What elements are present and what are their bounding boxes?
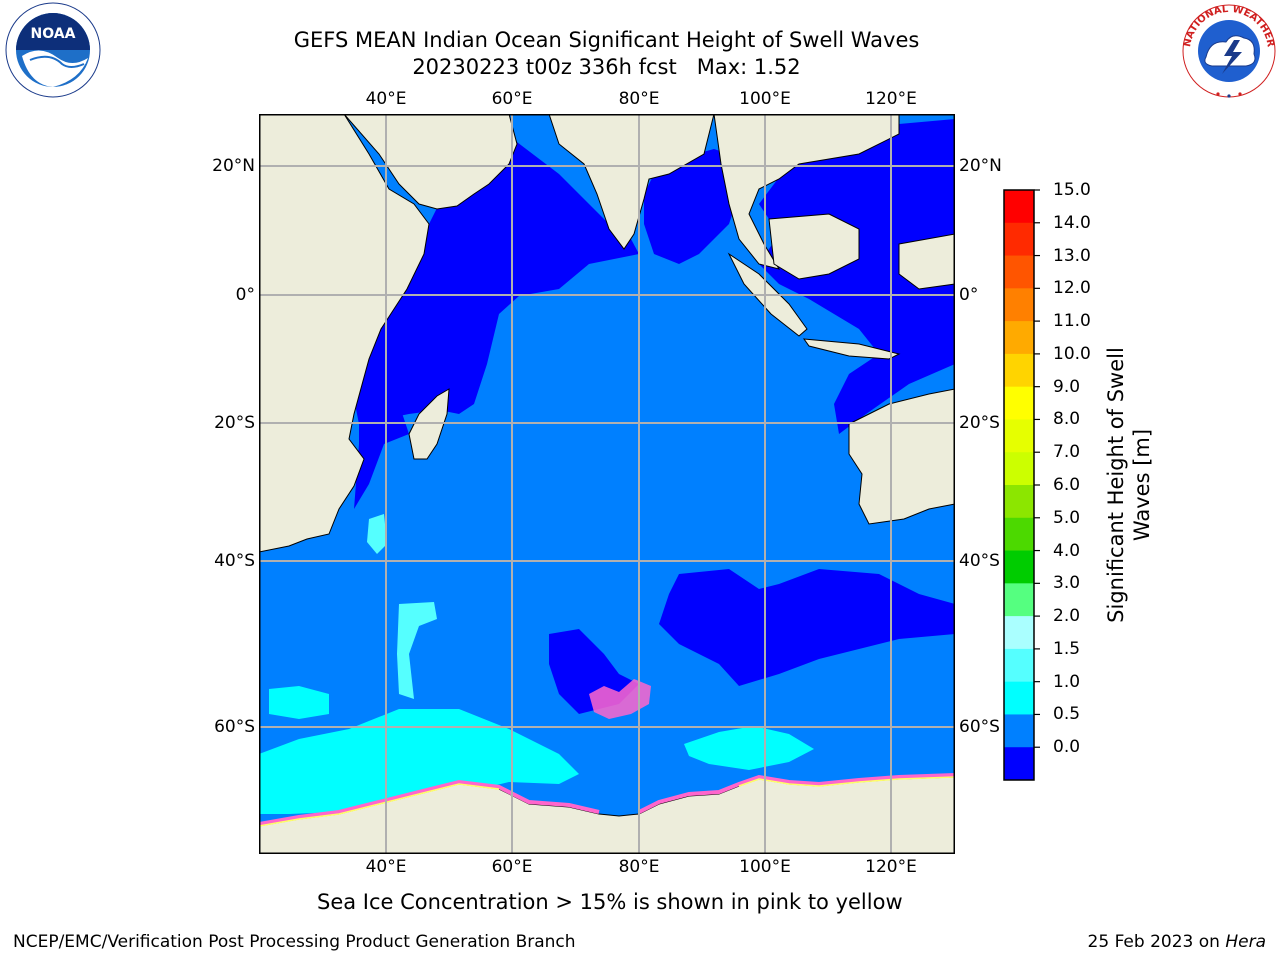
footer-date-text: 25 Feb 2023 on [1087, 932, 1226, 952]
map-title: GEFS MEAN Indian Ocean Significant Heigh… [293, 28, 920, 52]
colorbar-swatch [1004, 681, 1034, 715]
colorbar-swatch [1004, 714, 1034, 748]
colorbar-swatch [1004, 583, 1034, 617]
colorbar-label: 1.0 [1053, 671, 1081, 692]
colorbar-label: 0.5 [1053, 704, 1081, 725]
colorbar-swatch [1004, 485, 1034, 519]
swell-1m-band [259, 709, 579, 814]
colorbar-label: 1.5 [1053, 638, 1081, 659]
sea-ice-edge [259, 779, 600, 826]
low-swell-south-1 [659, 569, 955, 686]
colorbar-title-line2: Waves [m] [1130, 428, 1154, 542]
colorbar-swatch [1004, 747, 1034, 781]
lon-tick-top: 100°E [739, 89, 791, 109]
lat-tick-right: 20°S [959, 413, 1000, 433]
lon-tick-bottom: 120°E [865, 857, 917, 877]
land-new-guinea [898, 233, 955, 290]
map-subtitle: 20230223 t00z 336h fcst Max: 1.52 [412, 55, 801, 79]
sea-ice-edge-yellow [259, 783, 500, 827]
colorbar-label: 5.0 [1053, 507, 1081, 528]
colorbar-label: 4.0 [1053, 540, 1081, 561]
low-swell-arabian-sea [354, 132, 639, 424]
land-arabia [343, 114, 518, 210]
colorbar-swatch [1004, 386, 1034, 420]
noaa-logo-text: NOAA [31, 26, 76, 42]
land-java [802, 338, 901, 360]
low-swell-bay-of-bengal [644, 149, 739, 264]
colorbar-swatch [1004, 255, 1034, 289]
colorbar-swatch [1004, 616, 1034, 650]
sea-ice-edge-east-yellow [738, 776, 955, 787]
colorbar-label: 15.0 [1053, 180, 1091, 200]
lat-tick-left: 20°S [214, 413, 255, 433]
swell-1m-patch-west [269, 686, 329, 719]
colorbar-swatch [1004, 419, 1034, 453]
land-india [548, 114, 715, 250]
lat-tick-right: 20°N [959, 156, 1002, 176]
colorbar-label: 11.0 [1053, 311, 1091, 332]
colorbar-label: 10.0 [1053, 343, 1091, 364]
lon-tick-top: 80°E [618, 89, 660, 109]
colorbar-label: 8.0 [1053, 409, 1081, 430]
colorbar-swatch [1004, 452, 1034, 486]
lon-tick-bottom: 100°E [739, 857, 791, 877]
lon-tick-bottom: 40°E [365, 857, 407, 877]
lat-tick-right: 0° [959, 285, 979, 305]
lon-tick-bottom: 60°E [491, 857, 533, 877]
sea-ice-kerguelen [589, 679, 651, 719]
swell-1m-dot [367, 514, 387, 554]
lat-tick-right: 60°S [959, 717, 1000, 737]
colorbar-label: 6.0 [1053, 475, 1081, 495]
swell-1m-patch-east [684, 726, 814, 770]
lat-tick-right: 40°S [959, 551, 1000, 571]
colorbar-label: 7.0 [1053, 442, 1081, 463]
colorbar-swatch [1004, 550, 1034, 584]
lon-tick-bottom: 80°E [618, 857, 660, 877]
lat-tick-left: 60°S [214, 717, 255, 737]
graticule [259, 114, 955, 854]
colorbar-title: Significant Height of Swell Waves [m] [1103, 315, 1155, 655]
land-borneo [768, 213, 860, 280]
lat-tick-left: 0° [235, 285, 255, 305]
lon-tick-top: 60°E [491, 89, 533, 109]
colorbar-swatch [1004, 190, 1034, 224]
colorbar-label: 3.0 [1053, 573, 1081, 594]
colorbar [1003, 189, 1040, 781]
colorbar-label: 2.0 [1053, 606, 1081, 627]
sea-ice-edge-east [638, 773, 955, 814]
map-frame [259, 114, 955, 854]
land-southeast-asia [713, 114, 900, 270]
colorbar-swatch [1004, 353, 1034, 388]
footer-credit: NCEP/EMC/Verification Post Processing Pr… [13, 932, 576, 952]
colorbar-title-line1: Significant Height of Swell [1104, 347, 1128, 623]
colorbar-label: 14.0 [1053, 212, 1091, 233]
colorbar-swatch [1004, 288, 1034, 322]
colorbar-label: 9.0 [1053, 376, 1081, 397]
swell-height-map [259, 114, 955, 854]
colorbar-swatch [1004, 517, 1034, 552]
low-swell-mozambique [354, 404, 409, 509]
low-swell-indonesia [759, 119, 955, 434]
lat-tick-left: 20°N [212, 156, 255, 176]
noaa-logo: NOAA [5, 2, 101, 98]
colorbar-label: 0.0 [1053, 737, 1081, 758]
lat-tick-left: 40°S [214, 551, 255, 571]
colorbar-label: 12.0 [1053, 278, 1091, 299]
nws-logo: NATIONAL WEATHER SERVICE [1178, 2, 1276, 98]
colorbar-swatch [1004, 321, 1034, 355]
lon-tick-top: 40°E [365, 89, 407, 109]
colorbar-label: 13.0 [1053, 245, 1091, 266]
swell-1m-streaks [397, 602, 437, 699]
sea-ice-note: Sea Ice Concentration > 15% is shown in … [317, 890, 903, 914]
colorbar-swatch [1004, 222, 1034, 257]
lon-tick-top: 120°E [865, 89, 917, 109]
footer-host: Hera [1225, 932, 1266, 952]
colorbar-swatch [1004, 648, 1034, 683]
footer-date: 25 Feb 2023 on Hera [1088, 932, 1266, 952]
